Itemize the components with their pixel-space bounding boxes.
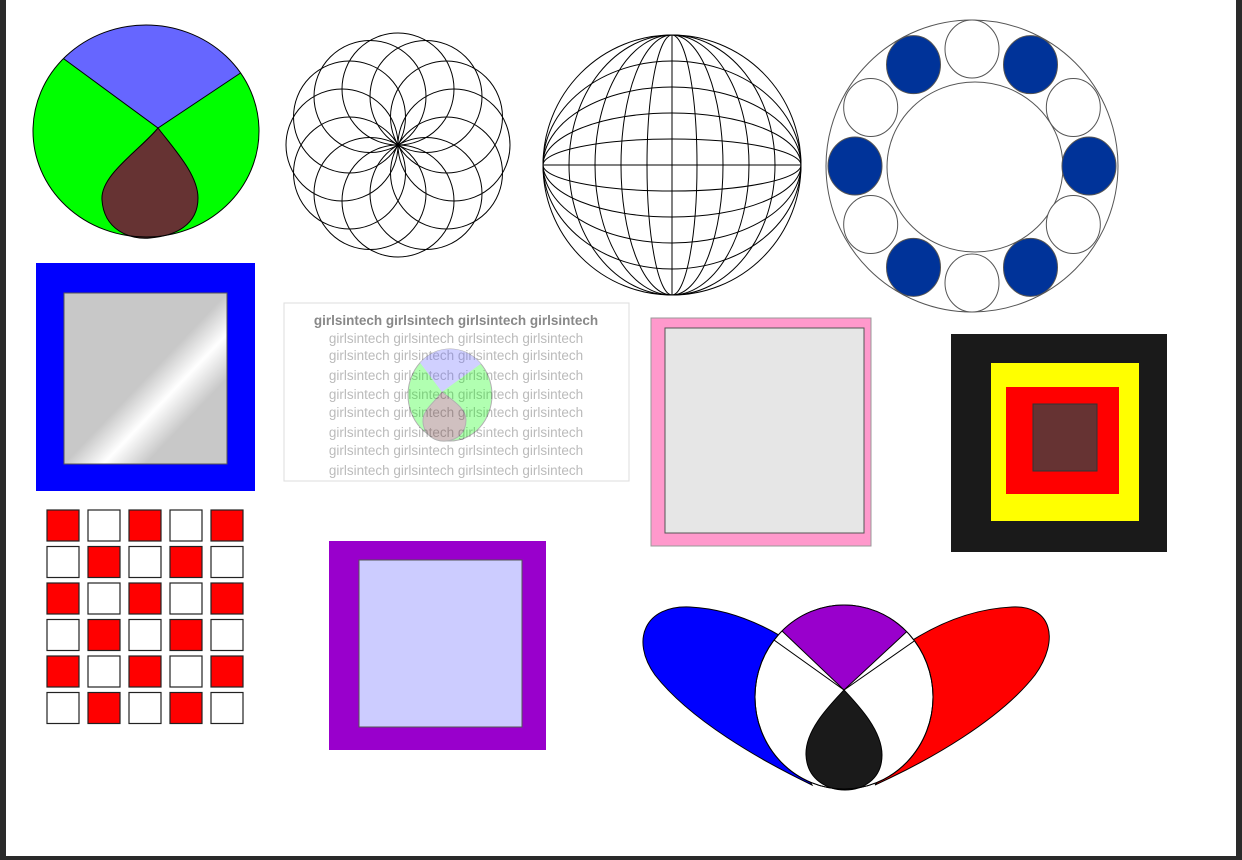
checker-cell-white xyxy=(87,655,121,688)
ring-dot-filled xyxy=(886,35,941,95)
ring-dot-empty xyxy=(843,195,899,254)
globe-wireframe xyxy=(542,34,802,296)
watermark-line: girlsintech girlsintech girlsintech girl… xyxy=(329,405,583,420)
nested-squares xyxy=(951,334,1167,552)
checker-cell-red xyxy=(169,691,203,725)
watermark-line: girlsintech girlsintech girlsintech girl… xyxy=(314,313,598,328)
checker-cell-red xyxy=(169,618,203,652)
checker-cell-red xyxy=(46,509,80,542)
spiro-circle xyxy=(369,40,483,154)
checker-cell-red xyxy=(128,582,162,615)
watermark-line: girlsintech girlsintech girlsintech girl… xyxy=(329,348,583,363)
checker-cell-white xyxy=(46,545,80,579)
checker-cell-white xyxy=(128,545,162,579)
ring-dot-filled xyxy=(1061,136,1117,196)
ring-dot-empty xyxy=(1045,195,1101,254)
checker-cell-white xyxy=(46,618,80,652)
checker-cell-white xyxy=(169,655,203,688)
checker-cell-white xyxy=(128,691,162,725)
checker-cell-white xyxy=(210,618,244,652)
watermark-line: girlsintech girlsintech girlsintech girl… xyxy=(329,387,583,402)
checker-cell-white xyxy=(46,691,80,725)
ring-dot-empty xyxy=(944,19,1000,79)
spiro-circle xyxy=(389,60,503,174)
watermark-line: girlsintech girlsintech girlsintech girl… xyxy=(329,463,583,478)
ring-dot-filled xyxy=(886,237,941,297)
watermark-line: girlsintech girlsintech girlsintech girl… xyxy=(329,368,583,383)
checker-cell-red xyxy=(46,655,80,688)
spirograph-circles xyxy=(285,32,511,258)
checker-cell-red xyxy=(87,691,121,725)
brown-teardrop xyxy=(101,127,199,239)
watermark-text-block: girlsintech girlsintech girlsintech girl… xyxy=(283,302,630,482)
checker-cell-red xyxy=(46,582,80,615)
checker-cell-red xyxy=(128,509,162,542)
ring-dot-empty xyxy=(843,78,899,137)
checker-cell-white xyxy=(210,691,244,725)
black-teardrop xyxy=(805,689,883,791)
watermark-line: girlsintech girlsintech girlsintech girl… xyxy=(329,425,583,440)
checker-cell-red xyxy=(210,655,244,688)
faded-circle-watermark xyxy=(407,348,493,442)
checker-cell-white xyxy=(169,509,203,542)
ring-of-dots xyxy=(825,19,1119,313)
checker-cell-white xyxy=(87,509,121,542)
checker-cell-red xyxy=(169,545,203,579)
butterfly-shape xyxy=(642,604,1050,791)
watermark-line: girlsintech girlsintech girlsintech girl… xyxy=(329,331,583,346)
drawing-canvas: girlsintech girlsintech girlsintech girl… xyxy=(6,0,1236,856)
pink-frame-square xyxy=(650,317,872,547)
checker-cell-red xyxy=(87,545,121,579)
ring-dot-empty xyxy=(944,253,1000,313)
watermark-line: girlsintech girlsintech girlsintech girl… xyxy=(329,443,583,458)
purple-frame-square xyxy=(329,541,546,750)
checker-cell-red xyxy=(210,582,244,615)
checker-cell-white xyxy=(128,618,162,652)
checker-cell-red xyxy=(210,509,244,542)
ring-dot-empty xyxy=(1045,78,1101,137)
ring-dot-filled xyxy=(827,136,883,196)
shapes-drawing: girlsintech girlsintech girlsintech girl… xyxy=(32,19,1167,791)
tri-color-circle xyxy=(32,24,260,239)
ring-dot-filled xyxy=(1003,237,1058,297)
checkerboard-grid xyxy=(46,509,244,725)
checker-cell-white xyxy=(210,545,244,579)
checker-cell-red xyxy=(128,655,162,688)
blue-frame-square xyxy=(36,263,255,491)
checker-cell-white xyxy=(87,582,121,615)
checker-cell-red xyxy=(87,618,121,652)
checker-cell-white xyxy=(169,582,203,615)
ring-dot-filled xyxy=(1003,35,1058,95)
